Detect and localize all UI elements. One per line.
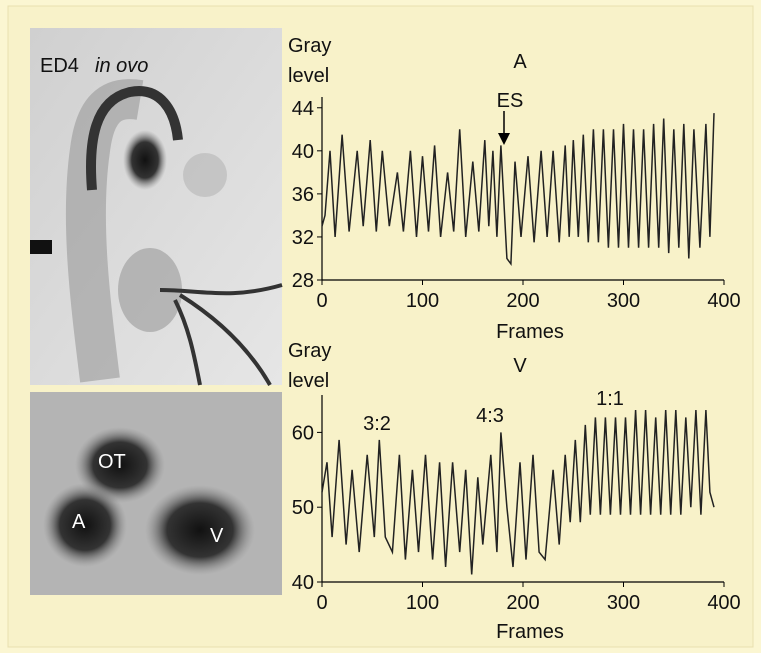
x-axis-label: Frames <box>496 621 564 643</box>
x-axis-label: Frames <box>496 321 564 343</box>
annotation: 3:2 <box>363 413 391 435</box>
x-tick-label: 100 <box>406 290 439 312</box>
annotation-arrowhead <box>498 133 510 145</box>
photo-label: OT <box>98 451 126 473</box>
y-axis-label: level <box>288 65 329 87</box>
y-tick-label: 50 <box>292 497 314 519</box>
photo-label: V <box>210 525 224 547</box>
photo-label: ED4 <box>40 55 79 77</box>
data-line <box>321 113 715 267</box>
annotation: ES <box>497 90 524 112</box>
annotation: 1:1 <box>596 388 624 410</box>
photo-top: ED4 in ovo <box>30 28 283 386</box>
chart-title: A <box>513 51 527 73</box>
photo-bottom: OT A V <box>30 392 282 595</box>
x-tick-label: 100 <box>406 592 439 614</box>
y-axis-label: level <box>288 370 329 392</box>
photo-label: A <box>72 511 86 533</box>
y-axis-label: Gray <box>288 35 331 57</box>
y-axis-label: Gray <box>288 340 331 362</box>
x-tick-label: 0 <box>316 592 327 614</box>
y-tick-label: 32 <box>292 227 314 249</box>
x-tick-label: 200 <box>506 592 539 614</box>
data-line <box>321 409 715 575</box>
x-tick-label: 0 <box>316 290 327 312</box>
y-tick-label: 60 <box>292 422 314 444</box>
chart-title: V <box>513 355 527 377</box>
y-tick-label: 44 <box>292 98 314 120</box>
y-tick-label: 40 <box>292 572 314 594</box>
x-tick-label: 400 <box>707 592 740 614</box>
x-tick-label: 300 <box>607 592 640 614</box>
photo-label-italic: in ovo <box>95 55 148 77</box>
annotation: 4:3 <box>476 405 504 427</box>
x-tick-label: 400 <box>707 290 740 312</box>
x-tick-label: 200 <box>506 290 539 312</box>
y-tick-label: 28 <box>292 270 314 292</box>
y-tick-label: 40 <box>292 141 314 163</box>
x-tick-label: 300 <box>607 290 640 312</box>
y-tick-label: 36 <box>292 184 314 206</box>
